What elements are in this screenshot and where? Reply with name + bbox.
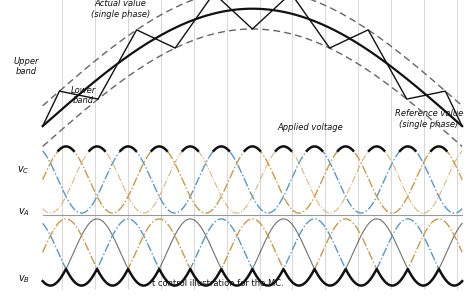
- Text: Applied voltage: Applied voltage: [278, 123, 343, 132]
- Text: Actual value
(single phase): Actual value (single phase): [91, 0, 151, 19]
- Text: Upper
band: Upper band: [13, 57, 39, 76]
- Text: $v_B$: $v_B$: [18, 273, 30, 285]
- Text: $v_A$: $v_A$: [18, 206, 30, 217]
- Text: Reference value
(single phase): Reference value (single phase): [395, 109, 463, 129]
- Text: t control illustration for the MC.: t control illustration for the MC.: [152, 279, 283, 288]
- Text: $v_C$: $v_C$: [18, 164, 30, 176]
- Text: Lower
band: Lower band: [70, 86, 96, 105]
